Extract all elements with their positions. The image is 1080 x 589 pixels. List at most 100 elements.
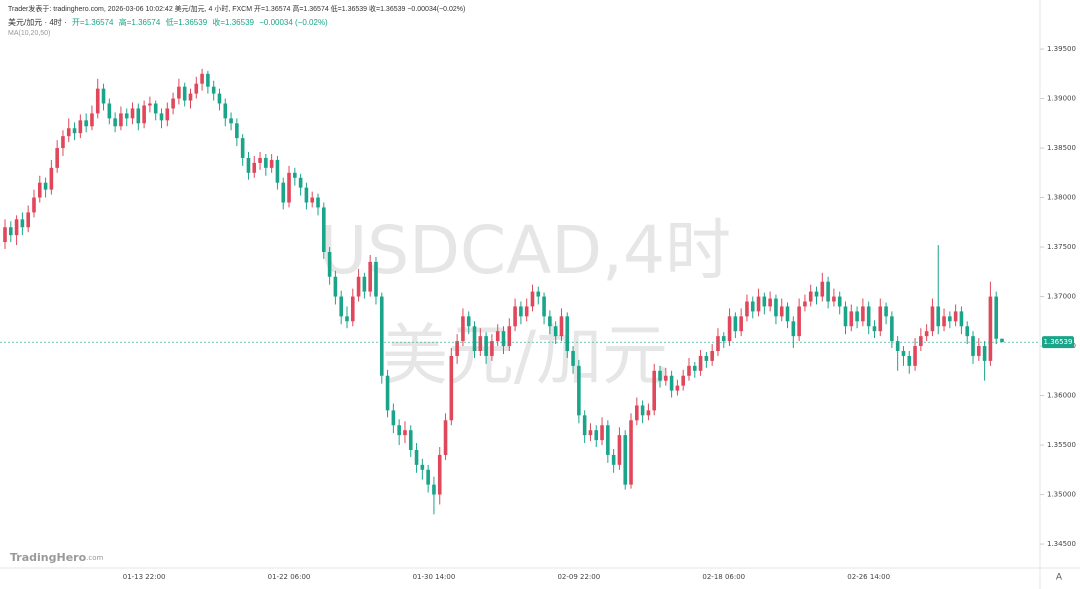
candle-body [235,123,239,139]
y-tick-label: 1.37500 [1047,243,1076,251]
candle-body [843,306,848,327]
logo-text: TradingHero [10,551,87,564]
candle-body [281,182,286,203]
candle-body [397,425,401,436]
candle-body [182,86,187,101]
scale-button[interactable]: A [1056,573,1063,583]
candle-body [866,306,871,327]
candle-body [524,306,529,317]
candle-body [350,296,355,322]
candle-body [710,350,714,361]
candle-body [495,331,500,342]
candle-body [101,88,106,104]
y-tick-label: 1.35500 [1047,441,1076,449]
logo-suffix: .com [86,554,103,562]
candle-body [704,355,709,361]
candle-body [698,355,703,371]
x-tick-label: 01-30 14:00 [413,573,456,581]
candle-body [119,113,123,127]
candle-body [774,298,778,317]
candle-body [148,103,152,106]
candle-body [449,355,454,421]
candle-body [420,464,425,470]
candle-body [304,187,309,203]
header-text: Trader发表于: tradinghero.com, 2026-03-06 1… [8,6,466,13]
candle-body [90,113,94,127]
watermark: 美元/加元 [382,317,668,394]
candle-body [919,336,923,347]
candle-body [374,261,378,297]
candle-body [623,435,628,485]
candle-body [791,321,796,337]
candle-body [159,113,164,121]
symbol: 美元/加元 · 4时 · [8,18,67,27]
candle-body [716,336,720,351]
candle-body [362,276,367,292]
candle-body [3,227,7,243]
candle-body [924,331,929,337]
candle-body [895,341,900,351]
candle-body [582,415,587,436]
candle-body [559,316,564,337]
candle-body [982,346,987,361]
candle-body [287,172,291,203]
candle-body [675,385,680,391]
candle-body [681,375,685,386]
candle-body [95,88,100,114]
logo: TradingHero.com [10,551,103,564]
candle-body [507,326,512,347]
candle-body [913,346,917,366]
candle-body [356,276,361,297]
candle-body [466,316,471,327]
candle-body [264,157,268,168]
candle-body [501,331,506,347]
candle-body [211,86,216,94]
candle-body [14,219,19,236]
candle-body [519,306,523,317]
candle-body [855,311,859,322]
candle-body [142,105,146,124]
candle-body [269,159,274,168]
candle-body [165,108,170,121]
candle-body [536,291,541,297]
indicator-text: MA(10,20,50) [8,30,51,37]
candle-body [872,326,877,332]
candle-body [484,336,488,356]
candle-body [188,93,193,101]
candle-body [136,108,141,124]
candle-body [368,261,372,292]
candle-body [779,306,784,317]
candle-body [553,326,558,337]
candle-body [930,306,935,332]
candle-body [293,172,297,178]
candle-body [669,375,674,391]
candle-body [275,159,280,183]
candle-body [403,430,407,436]
candle-body [37,182,42,198]
candle-body [310,197,315,203]
candle-body [820,281,825,297]
candle-body [32,197,36,213]
candle-body [472,326,477,351]
candle-body [542,296,546,317]
candle-body [217,93,222,104]
candle-body [461,316,465,342]
candle-body [113,118,117,127]
candle-body [988,296,993,361]
candle-body [658,370,662,381]
y-tick-label: 1.38500 [1047,144,1076,152]
candle-body [797,306,801,337]
candle-body [153,103,158,114]
candle-body [130,108,135,119]
candle-body [692,365,697,371]
candle-body [379,296,384,376]
x-tick-label: 02-26 14:00 [847,573,890,581]
candle-body [322,207,326,252]
candle-body [733,316,738,332]
candle-body [298,177,303,188]
candle-body [814,291,819,297]
candle-body [768,298,772,307]
candle-body [78,120,83,134]
